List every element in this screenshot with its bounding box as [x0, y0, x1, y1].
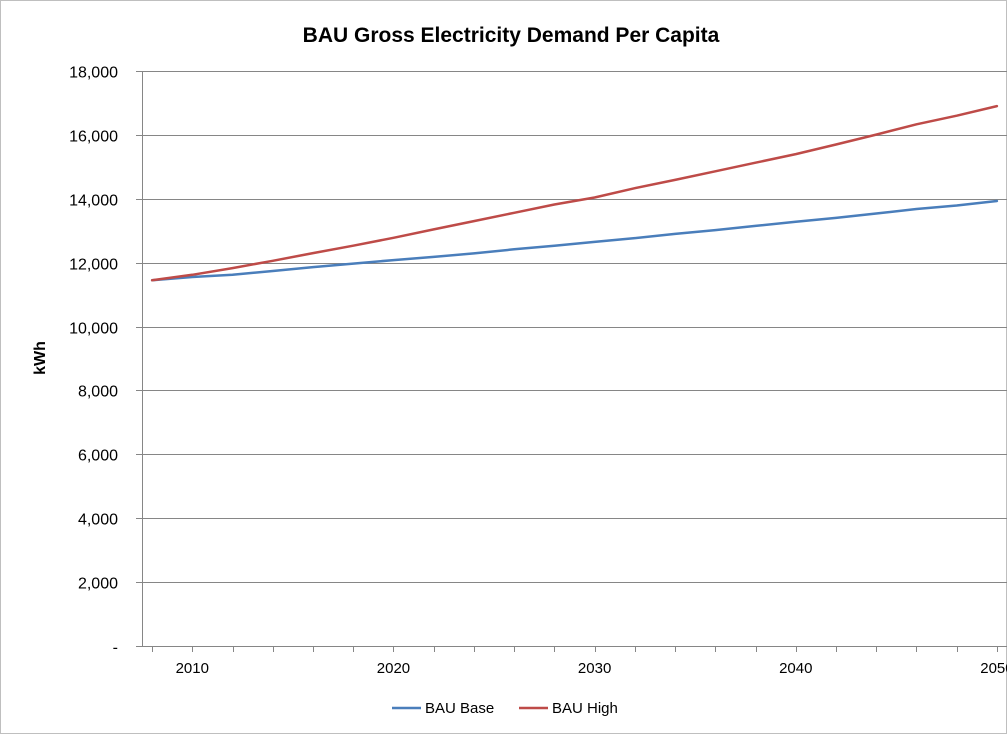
series-lines	[150, 104, 999, 282]
legend-label: BAU Base	[425, 700, 494, 717]
x-tick-label: 2010	[176, 660, 209, 677]
x-tick-label: 2050	[980, 660, 1007, 677]
series-line-bau-base	[150, 199, 999, 282]
y-tick-label: -	[113, 640, 118, 657]
y-tick-label: 16,000	[69, 129, 118, 146]
y-tick-label: 8,000	[78, 384, 118, 401]
y-tick-label: 2,000	[78, 576, 118, 593]
x-tick-label: 2040	[779, 660, 812, 677]
x-tick-label: 2020	[377, 660, 410, 677]
legend-label: BAU High	[552, 700, 618, 717]
y-tick-label: 18,000	[69, 65, 118, 82]
y-tick-label: 10,000	[69, 321, 118, 338]
x-tick-label: 2030	[578, 660, 611, 677]
y-tick-label: 14,000	[69, 193, 118, 210]
y-tick-label: 4,000	[78, 512, 118, 529]
axes: - 2,000 4,000 6,000 8,000 10,000 12,000 14,000 1…	[69, 65, 1007, 677]
y-tick-label: 6,000	[78, 448, 118, 465]
y-axis-label: kWh	[32, 341, 49, 375]
gridlines	[142, 71, 1007, 583]
chart-title: BAU Gross Electricity Demand Per Capita	[303, 24, 720, 47]
series-line-bau-high	[150, 104, 999, 282]
y-tick-label: 12,000	[69, 257, 118, 274]
legend: BAU Base BAU High	[392, 700, 618, 717]
